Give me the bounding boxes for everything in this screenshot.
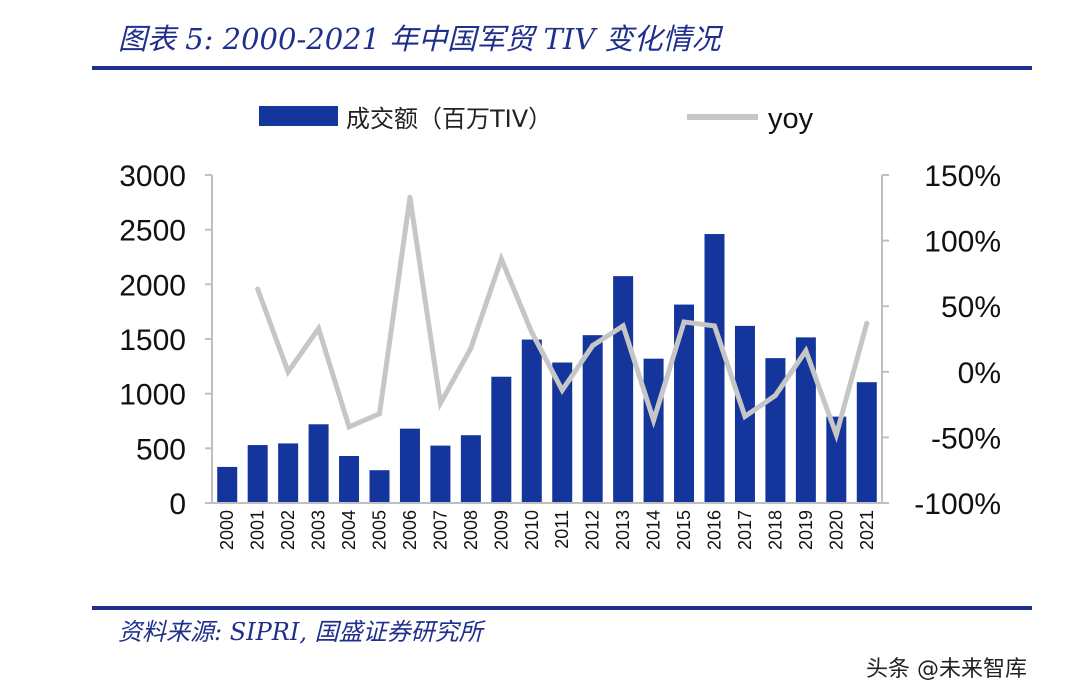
yoy-point	[255, 286, 261, 292]
x-tick-label: 2021	[857, 510, 877, 550]
x-tick-label: 2012	[583, 510, 603, 550]
yoy-point	[681, 319, 687, 325]
x-tick-label: 2015	[674, 510, 694, 550]
chart-legend: 成交额（百万TIV） yoy	[259, 103, 814, 135]
legend-label-yoy: yoy	[768, 103, 814, 135]
left-y-axis: 0 500 1000 1500 2000 2500 3000	[119, 160, 213, 521]
source-rule	[92, 606, 1032, 610]
bar	[399, 428, 420, 503]
bar	[826, 416, 847, 503]
bar	[613, 276, 634, 503]
x-tick-label: 2011	[552, 510, 572, 549]
left-tick-label: 3000	[119, 160, 186, 193]
yoy-point	[772, 392, 778, 398]
left-tick-label: 0	[169, 488, 186, 521]
bar	[704, 234, 725, 504]
x-tick-label: 2016	[705, 510, 725, 550]
bar	[491, 376, 512, 503]
watermark: 头条 @未来智库	[866, 657, 1027, 682]
right-tick-label: -100%	[914, 488, 1001, 521]
bar	[795, 337, 816, 503]
x-tick-label: 2000	[217, 510, 237, 550]
bar	[460, 435, 481, 503]
yoy-point	[285, 369, 291, 375]
yoy-point	[437, 400, 443, 406]
bar	[643, 358, 664, 503]
yoy-point	[377, 411, 382, 417]
yoy-point	[712, 323, 717, 329]
bar-series	[217, 234, 877, 504]
bar	[582, 335, 603, 503]
yoy-point	[864, 320, 870, 326]
legend-label-bars: 成交额（百万TIV）	[346, 105, 552, 133]
yoy-point	[803, 348, 809, 354]
bar	[369, 470, 390, 503]
x-tick-label: 2007	[430, 510, 450, 550]
bar	[247, 445, 268, 503]
x-tick-label: 2018	[765, 510, 785, 550]
yoy-point	[833, 432, 839, 438]
x-tick-label: 2006	[400, 510, 420, 550]
x-tick-label: 2017	[735, 510, 755, 550]
bar	[765, 358, 786, 503]
left-tick-label: 2500	[119, 215, 186, 248]
bar	[278, 443, 299, 503]
title-rule	[92, 66, 1032, 70]
yoy-point	[529, 329, 535, 335]
yoy-point	[468, 345, 474, 351]
bar	[430, 445, 451, 503]
bar	[552, 362, 573, 503]
x-tick-label: 2014	[644, 510, 664, 550]
x-tick-label: 2009	[491, 510, 511, 550]
right-y-axis: -100% -50% 0% 50% 100% 150%	[881, 160, 1001, 521]
left-tick-label: 2000	[119, 269, 186, 302]
yoy-series	[255, 194, 870, 444]
yoy-point	[407, 194, 413, 200]
x-tick-label: 2001	[248, 510, 268, 550]
x-tick-label: 2002	[278, 510, 298, 550]
bar	[856, 382, 877, 503]
yoy-point	[590, 343, 596, 349]
chart-svg: 成交额（百万TIV） yoy 0 500 1000 1500 2000 2500 3000 -…	[119, 103, 1001, 550]
right-tick-label: 150%	[924, 160, 1001, 193]
left-tick-label: 1000	[119, 379, 186, 412]
yoy-point	[316, 326, 322, 332]
bar	[339, 455, 360, 503]
right-tick-label: 0%	[958, 357, 1001, 390]
source-note: 资料来源: SIPRI, 国盛证券研究所	[118, 618, 483, 646]
bar	[674, 304, 695, 503]
x-axis: 2000 2001 2002 2003 2004 2005 2006 2007 2008 2009…	[212, 502, 882, 550]
left-tick-label: 1500	[119, 324, 186, 357]
bar	[521, 339, 542, 503]
yoy-point	[742, 413, 748, 419]
yoy-point	[346, 424, 352, 430]
x-tick-label: 2005	[370, 510, 390, 550]
bar	[217, 466, 238, 503]
yoy-point	[559, 387, 565, 393]
x-tick-label: 2013	[613, 510, 633, 550]
right-tick-label: -50%	[931, 422, 1001, 455]
yoy-point	[620, 323, 626, 329]
yoy-point	[651, 417, 657, 423]
yoy-point	[498, 256, 504, 262]
x-tick-label: 2003	[309, 510, 329, 550]
bar	[308, 424, 329, 503]
right-tick-label: 50%	[941, 291, 1001, 324]
legend-swatch-bars	[259, 106, 338, 126]
left-tick-label: 500	[136, 433, 186, 466]
x-tick-label: 2004	[339, 510, 359, 550]
figure-title: 图表 5: 2000-2021 年中国军贸 TIV 变化情况	[118, 22, 721, 56]
x-tick-label: 2008	[461, 510, 481, 550]
x-tick-label: 2020	[826, 510, 846, 550]
right-tick-label: 100%	[924, 226, 1001, 259]
x-tick-label: 2010	[522, 510, 542, 550]
x-tick-label: 2019	[796, 510, 816, 550]
